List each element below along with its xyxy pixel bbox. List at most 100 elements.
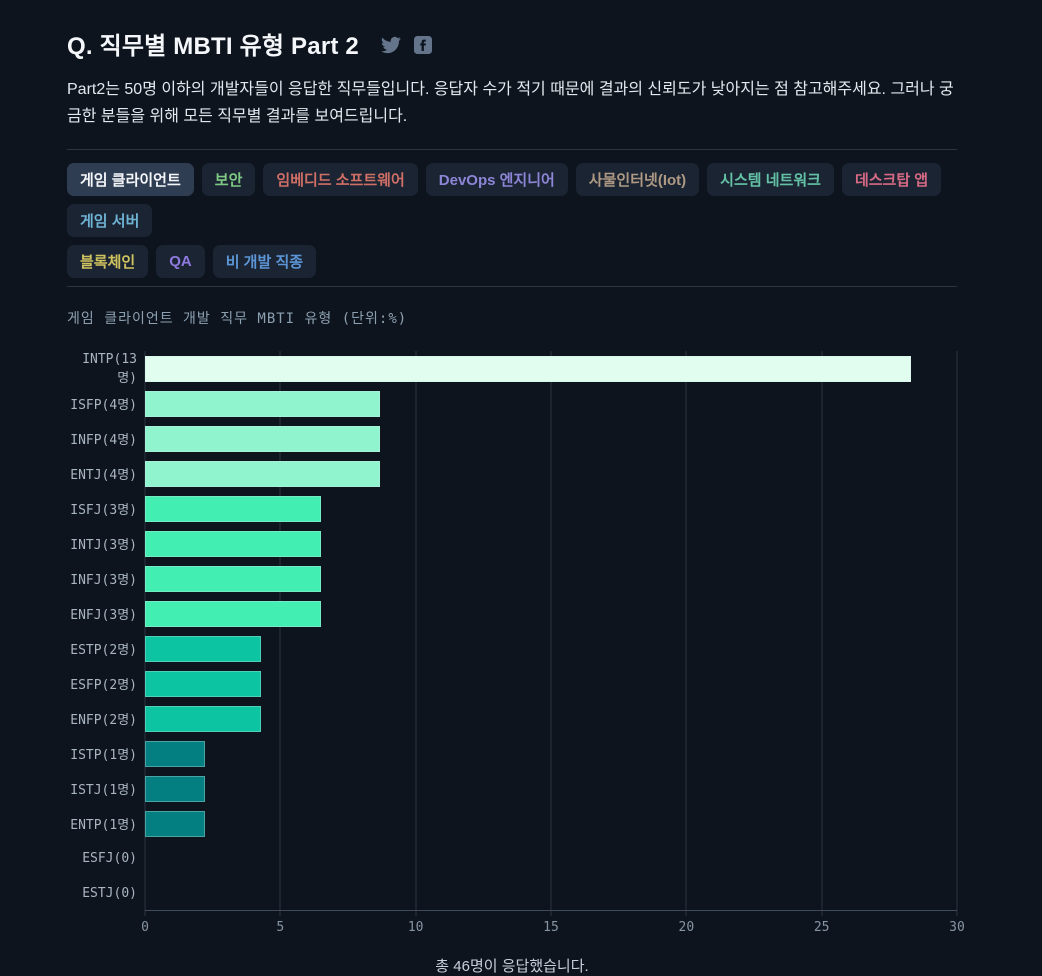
- y-axis-label: INTP(13명): [82, 351, 137, 386]
- bar-track: [145, 491, 957, 526]
- filter-button[interactable]: 시스템 네트워크: [707, 163, 834, 197]
- page-container: Q. 직무별 MBTI 유형 Part 2 Part2는 50명 이하의 개발자…: [67, 0, 965, 976]
- y-axis-label: ESTJ(0): [82, 886, 137, 902]
- y-axis-label: ESFJ(0): [82, 851, 137, 867]
- gridline: [550, 351, 552, 917]
- chart-row: ESFJ(0): [67, 841, 957, 876]
- chart-gridlines: [144, 351, 958, 917]
- y-axis-label: INFJ(3명): [70, 573, 137, 589]
- chart-row: ISTP(1명): [67, 736, 957, 771]
- y-axis-label: ESFP(2명): [70, 678, 137, 694]
- chart-row: ESFP(2명): [67, 666, 957, 701]
- chart-row: ISFJ(3명): [67, 491, 957, 526]
- chart-row: INFJ(3명): [67, 561, 957, 596]
- filter-button[interactable]: 게임 서버: [67, 204, 153, 238]
- filter-button[interactable]: 데스크탑 앱: [841, 163, 942, 197]
- chart-row: ESTP(2명): [67, 631, 957, 666]
- chart-bar: [145, 460, 381, 487]
- bar-track: [145, 386, 957, 421]
- respondent-count-note: 총 46명이 응답했습니다.: [435, 958, 589, 976]
- y-axis-label: ENTP(1명): [70, 818, 137, 834]
- twitter-icon[interactable]: [380, 35, 401, 55]
- divider-top: [67, 149, 957, 151]
- filter-button[interactable]: 게임 클라이언트: [67, 163, 194, 197]
- chart-rows: INTP(13명) ISFP(4명) INFP(4명) ENTJ(4명) ISFJ(3명…: [67, 351, 957, 911]
- bar-track: [145, 701, 957, 736]
- chart-row: ENFJ(3명): [67, 596, 957, 631]
- y-axis-label: INTJ(3명): [70, 538, 137, 554]
- chart-row: ENFP(2명): [67, 701, 957, 736]
- y-axis-label: INFP(4명): [70, 433, 137, 449]
- chart-bar: [145, 530, 321, 557]
- gridline: [956, 351, 958, 917]
- chart-bar: [145, 390, 381, 417]
- chart-row: ISTJ(1명): [67, 771, 957, 806]
- bar-track: [145, 421, 957, 456]
- bar-track: [145, 351, 957, 386]
- gridline: [279, 351, 281, 917]
- chart-bar: [145, 775, 205, 802]
- chart-row: INTJ(3명): [67, 526, 957, 561]
- gridline: [821, 351, 823, 917]
- gridline: [144, 351, 146, 917]
- filter-button[interactable]: QA: [156, 245, 205, 279]
- page-description: Part2는 50명 이하의 개발자들이 응답한 직무들입니다. 응답자 수가 …: [67, 81, 954, 125]
- chart-bar: [145, 425, 381, 452]
- chart-bar: [145, 705, 262, 732]
- bar-track: [145, 841, 957, 876]
- x-axis-tick-label: 20: [678, 920, 695, 936]
- bar-track: [145, 771, 957, 806]
- chart-bar: [145, 740, 205, 767]
- chart-row: ESTJ(0): [67, 876, 957, 911]
- y-axis-label: ESTP(2명): [70, 643, 137, 659]
- chart-bar: [145, 670, 262, 697]
- x-axis-tick-label: 15: [543, 920, 559, 936]
- chart-title: 게임 클라이언트 개발 직무 MBTI 유형 (단위:%): [67, 311, 408, 328]
- filter-button[interactable]: 비 개발 직종: [212, 245, 317, 279]
- filter-row: 블록체인 QA 비 개발 직종: [67, 245, 957, 279]
- filter-button[interactable]: DevOps 엔지니어: [425, 163, 568, 197]
- bar-track: [145, 561, 957, 596]
- chart-row: ENTJ(4명): [67, 456, 957, 491]
- mbti-bar-chart: INTP(13명) ISFP(4명) INFP(4명) ENTJ(4명) ISFJ(3명…: [67, 351, 965, 939]
- job-filter-group: 게임 클라이언트 보안 임베디드 소프트웨어 DevOps 엔지니어 사물인터넷(Iot…: [67, 163, 957, 279]
- y-axis-label: ENFJ(3명): [70, 608, 137, 624]
- bar-track: [145, 456, 957, 491]
- filter-button[interactable]: 사물인터넷(Iot): [575, 163, 700, 197]
- x-axis-tick-label: 30: [949, 920, 965, 936]
- chart-row: ISFP(4명): [67, 386, 957, 421]
- bar-track: [145, 666, 957, 701]
- chart-row: ENTP(1명): [67, 806, 957, 841]
- page-title: Q. 직무별 MBTI 유형 Part 2: [67, 33, 359, 60]
- share-buttons: [380, 35, 432, 55]
- gridline: [415, 351, 417, 917]
- y-axis-label: ISFP(4명): [70, 398, 137, 414]
- x-axis-line: [145, 910, 957, 912]
- filter-button[interactable]: 임베디드 소프트웨어: [263, 163, 418, 197]
- bar-track: [145, 806, 957, 841]
- facebook-icon[interactable]: [413, 36, 432, 54]
- x-axis-tick-label: 10: [407, 920, 424, 936]
- y-axis-label: ENFP(2명): [70, 713, 137, 729]
- bar-track: [145, 631, 957, 666]
- x-axis-tick-label: 0: [141, 920, 149, 936]
- filter-row: 게임 클라이언트 보안 임베디드 소프트웨어 DevOps 엔지니어 사물인터넷(Iot…: [67, 163, 957, 238]
- y-axis-label: ISTP(1명): [70, 748, 137, 764]
- chart-bar: [145, 635, 262, 662]
- gridline: [685, 351, 687, 917]
- filter-button[interactable]: 보안: [201, 163, 256, 197]
- chart-bar: [145, 600, 321, 627]
- y-axis-label: ISFJ(3명): [70, 503, 137, 519]
- filter-button[interactable]: 블록체인: [67, 245, 149, 279]
- x-axis-tick-labels: 0 5 10 15 20 25 30: [141, 911, 965, 939]
- bar-track: [145, 526, 957, 561]
- chart-bar: [145, 810, 205, 837]
- bar-track: [145, 736, 957, 771]
- page-header: Q. 직무별 MBTI 유형 Part 2: [67, 26, 957, 61]
- bar-track: [145, 876, 957, 911]
- divider-bottom: [67, 286, 957, 288]
- y-axis-label: ISTJ(1명): [70, 783, 137, 799]
- bar-track: [145, 596, 957, 631]
- chart-bar: [145, 565, 321, 592]
- x-axis-tick-label: 25: [813, 920, 830, 936]
